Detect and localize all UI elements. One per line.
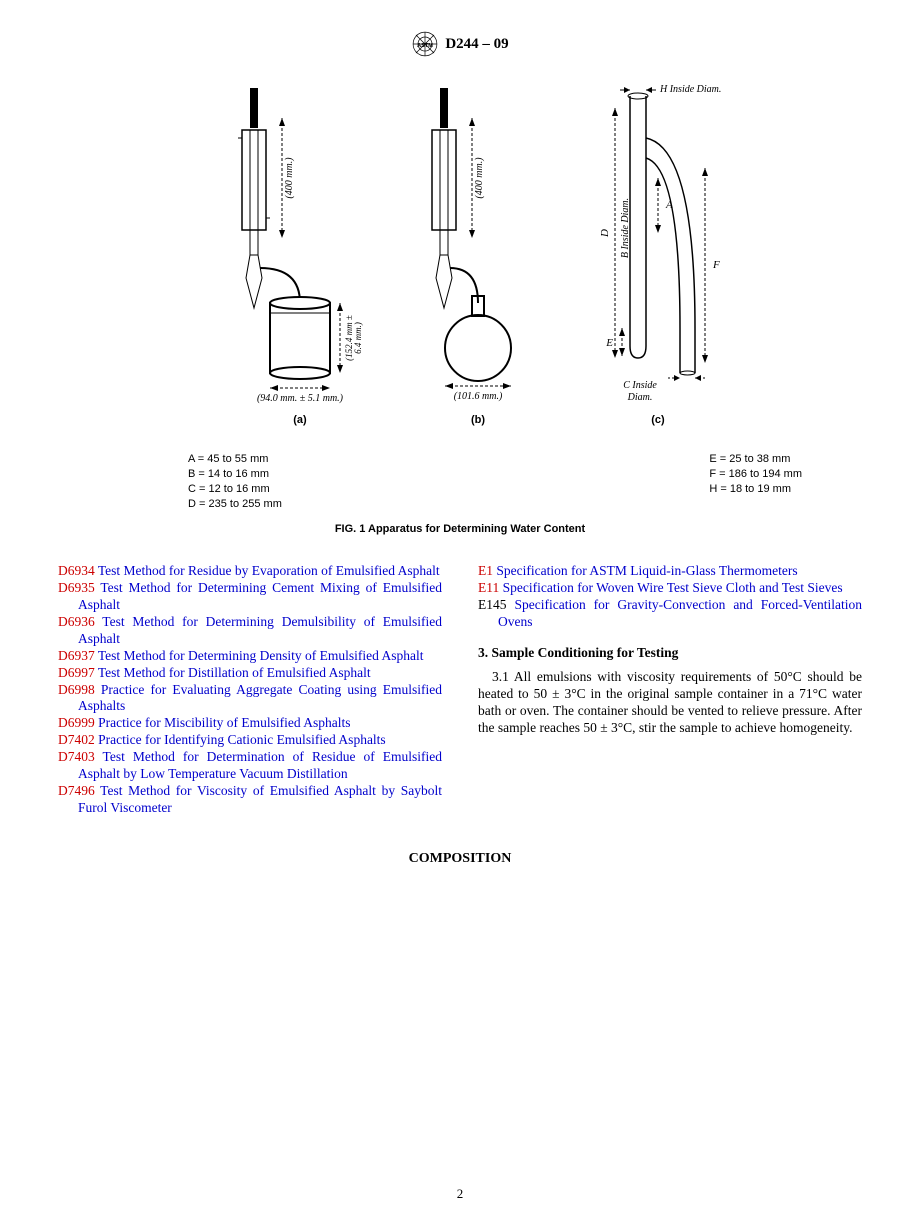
reference-item: D7496 Test Method for Viscosity of Emuls… [58, 783, 442, 817]
section-3-para: 3.1 All emulsions with viscosity require… [478, 669, 862, 737]
reference-code[interactable]: D6998 [58, 682, 95, 697]
reference-title[interactable]: Specification for ASTM Liquid-in-Glass T… [493, 563, 798, 578]
reference-title[interactable]: Practice for Identifying Cationic Emulsi… [95, 732, 386, 747]
reference-code[interactable]: D7403 [58, 749, 95, 764]
reference-title[interactable]: Practice for Evaluating Aggregate Coatin… [78, 682, 442, 714]
svg-text:B Inside Diam.: B Inside Diam. [620, 198, 631, 258]
svg-text:ASTM: ASTM [417, 43, 433, 49]
svg-text:H Inside Diam.: H Inside Diam. [659, 84, 721, 95]
figure-1: (400 mm.) (152.4 mm ± 6.4 mm.) (94.0 mm.… [58, 78, 862, 535]
svg-text:A: A [665, 199, 673, 211]
reference-code[interactable]: D7496 [58, 783, 95, 798]
reference-code[interactable]: D7402 [58, 732, 95, 747]
reference-code[interactable]: E11 [478, 580, 499, 595]
reference-item: E11 Specification for Woven Wire Test Si… [478, 580, 862, 597]
page-header: ASTM D244 – 09 [58, 30, 862, 58]
svg-text:F: F [712, 259, 720, 271]
left-column: D6934 Test Method for Residue by Evapora… [58, 563, 442, 816]
reference-code[interactable]: D6997 [58, 665, 95, 680]
reference-item: D6935 Test Method for Determining Cement… [58, 580, 442, 614]
two-column-body: D6934 Test Method for Residue by Evapora… [58, 563, 862, 816]
reference-title[interactable]: Test Method for Determining Cement Mixin… [78, 580, 442, 612]
reference-item: D7402 Practice for Identifying Cationic … [58, 732, 442, 749]
reference-title[interactable]: Test Method for Determination of Residue… [78, 749, 442, 781]
legend-left-col: A = 45 to 55 mm B = 14 to 16 mm C = 12 t… [188, 452, 282, 511]
reference-code[interactable]: E145 [478, 597, 507, 612]
svg-text:(94.0 mm. ± 5.1 mm.): (94.0 mm. ± 5.1 mm.) [257, 393, 344, 404]
legend-right-col: E = 25 to 38 mm F = 186 to 194 mm H = 18… [709, 452, 802, 511]
reference-item: D6934 Test Method for Residue by Evapora… [58, 563, 442, 580]
legend-item: D = 235 to 255 mm [188, 497, 282, 512]
reference-item: D6997 Test Method for Distillation of Em… [58, 665, 442, 682]
legend-item: A = 45 to 55 mm [188, 452, 282, 467]
svg-text:E: E [605, 337, 613, 349]
svg-text:Diam.: Diam. [627, 392, 653, 403]
legend-item: F = 186 to 194 mm [709, 467, 802, 482]
reference-title[interactable]: Practice for Miscibility of Emulsified A… [95, 715, 351, 730]
svg-text:(400 mm.): (400 mm.) [474, 157, 485, 199]
svg-text:(a): (a) [293, 414, 307, 426]
reference-item: E145 Specification for Gravity-Convectio… [478, 597, 862, 631]
page-number: 2 [0, 1186, 920, 1202]
reference-item: D6998 Practice for Evaluating Aggregate … [58, 682, 442, 716]
svg-text:(101.6 mm.): (101.6 mm.) [454, 391, 503, 402]
reference-item: D6937 Test Method for Determining Densit… [58, 648, 442, 665]
reference-title[interactable]: Specification for Gravity-Convection and… [498, 597, 862, 629]
reference-item: D6936 Test Method for Determining Demuls… [58, 614, 442, 648]
reference-item: E1 Specification for ASTM Liquid-in-Glas… [478, 563, 862, 580]
legend-item: E = 25 to 38 mm [709, 452, 802, 467]
svg-text:(b): (b) [471, 414, 485, 426]
right-column: E1 Specification for ASTM Liquid-in-Glas… [478, 563, 862, 816]
astm-logo-icon: ASTM [411, 30, 439, 58]
svg-text:C Inside: C Inside [623, 380, 657, 391]
reference-code[interactable]: E1 [478, 563, 493, 578]
reference-title[interactable]: Test Method for Determining Density of E… [95, 648, 424, 663]
svg-text:(400 mm.): (400 mm.) [284, 157, 295, 199]
reference-title[interactable]: Test Method for Viscosity of Emulsified … [78, 783, 442, 815]
svg-text:(c): (c) [651, 414, 665, 426]
standard-code: D244 – 09 [445, 36, 508, 53]
reference-item: D6999 Practice for Miscibility of Emulsi… [58, 715, 442, 732]
reference-code[interactable]: D6999 [58, 715, 95, 730]
legend-item: B = 14 to 16 mm [188, 467, 282, 482]
figure-legend: A = 45 to 55 mm B = 14 to 16 mm C = 12 t… [58, 452, 862, 511]
svg-text:D: D [599, 229, 611, 238]
reference-title[interactable]: Test Method for Determining Demulsibilit… [78, 614, 442, 646]
figure-caption: FIG. 1 Apparatus for Determining Water C… [58, 523, 862, 535]
section-3-heading: 3. Sample Conditioning for Testing [478, 645, 862, 661]
reference-code[interactable]: D6934 [58, 563, 95, 578]
reference-item: D7403 Test Method for Determination of R… [58, 749, 442, 783]
svg-text:6.4 mm.): 6.4 mm.) [353, 322, 363, 354]
reference-title[interactable]: Specification for Woven Wire Test Sieve … [499, 580, 842, 595]
reference-code[interactable]: D6935 [58, 580, 95, 595]
reference-title[interactable]: Test Method for Distillation of Emulsifi… [95, 665, 371, 680]
legend-item: H = 18 to 19 mm [709, 482, 802, 497]
reference-code[interactable]: D6936 [58, 614, 95, 629]
composition-heading: COMPOSITION [58, 851, 862, 867]
legend-item: C = 12 to 16 mm [188, 482, 282, 497]
reference-code[interactable]: D6937 [58, 648, 95, 663]
reference-title[interactable]: Test Method for Residue by Evaporation o… [95, 563, 440, 578]
